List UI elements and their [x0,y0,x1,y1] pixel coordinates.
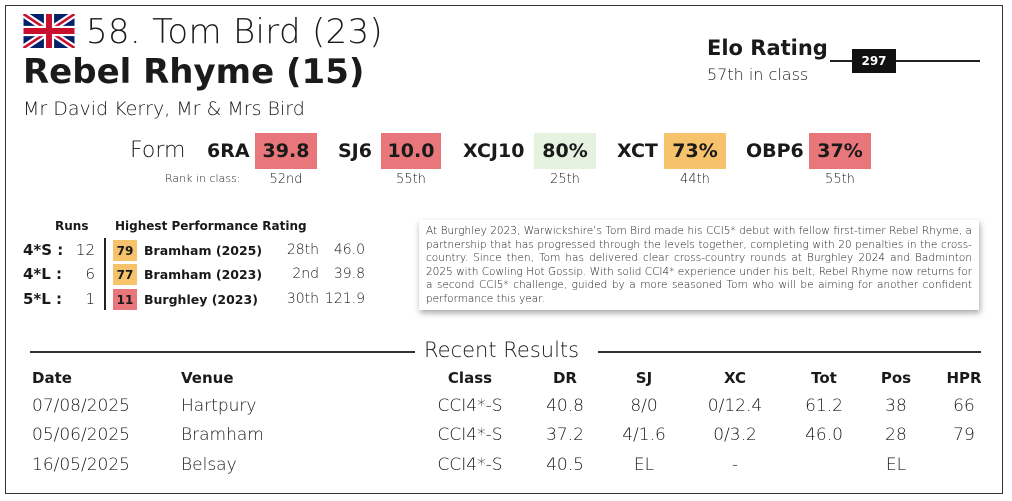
col-header-tot: Tot [811,369,837,387]
rider-name: 58. Tom Bird (23) [86,12,383,52]
section-divider-left [30,351,415,353]
form-value-6ra: 39.8 [255,133,317,169]
owners: Mr David Kerry, Mr & Mrs Bird [23,98,305,120]
result-pos: 28 [885,425,907,445]
result-date: 05/06/2025 [32,425,130,445]
elo-divider [830,60,980,62]
result-hpr: 79 [953,425,975,445]
hpr-score: 46.0 [333,242,365,258]
result-dr: 40.5 [546,455,584,475]
result-xc: 0/3.2 [713,425,757,445]
result-sj: EL [633,455,655,475]
result-class: CCI4*-S [437,396,503,416]
rank-6ra: 52nd [269,172,303,187]
hpr-score: 121.9 [324,291,365,307]
rank-in-class-label: Rank in class: [165,172,241,185]
result-date: 07/08/2025 [32,396,130,416]
form-value-obp6: 37% [809,133,871,169]
col-header-dr: DR [552,369,577,387]
level-label: 4*S : [23,241,64,259]
form-code-sj6: SJ6 [338,140,372,162]
hpr-event: Burghley (2023) [144,292,258,307]
form-code-xct: XCT [617,140,658,162]
form-code-xcj10: XCJ10 [463,140,525,162]
result-hpr: 66 [953,396,975,416]
elo-class-rank: 57th in class [707,65,809,84]
col-header-pos: Pos [880,369,912,387]
col-header-xc: XC [723,369,747,387]
result-date: 16/05/2025 [32,455,130,475]
col-header-sj: SJ [635,369,653,387]
hpr-score: 39.8 [333,266,365,282]
runs-header: Runs [55,219,89,233]
form-value-xcj10: 80% [534,133,596,169]
runs-divider [104,238,106,310]
col-header-class: Class [447,369,493,387]
hpr-position: 30th [286,291,319,307]
result-dr: 40.8 [546,396,584,416]
form-code-obp6: OBP6 [746,140,804,162]
union-jack-flag-icon [23,14,75,48]
hpr-badge: 11 [113,289,137,310]
result-sj: 8/0 [630,396,658,416]
runs-count: 6 [85,265,95,283]
result-pos: 38 [885,396,907,416]
result-class: CCI4*-S [437,455,503,475]
form-value-sj6: 10.0 [381,133,441,169]
col-header-hpr: HPR [946,369,982,387]
section-divider-right [598,351,981,353]
runs-count: 1 [85,290,95,308]
result-venue: Belsay [181,455,237,475]
rank-xct: 44th [680,172,710,187]
hpr-event: Bramham (2023) [144,267,263,282]
hpr-header: Highest Performance Rating [115,219,307,233]
rank-obp6: 55th [825,172,855,187]
result-pos: EL [885,455,907,475]
result-venue: Hartpury [181,396,257,416]
hpr-badge: 79 [113,240,137,261]
recent-results-title: Recent Results [424,338,580,362]
result-tot: 46.0 [805,425,843,445]
hpr-event: Bramham (2025) [144,243,263,258]
rank-sj6: 55th [396,172,426,187]
runs-count: 12 [75,241,95,259]
hpr-position: 28th [286,242,319,258]
elo-value: 297 [852,49,896,73]
elo-title: Elo Rating [707,36,828,60]
result-xc: - [731,455,739,475]
horse-name: Rebel Rhyme (15) [23,52,365,92]
hpr-badge: 77 [113,264,137,285]
form-code-6ra: 6RA [207,140,250,162]
level-label: 4*L : [23,265,63,283]
col-header-venue: Venue [181,369,234,387]
result-venue: Bramham [181,425,264,445]
result-tot: 61.2 [805,396,843,416]
result-sj: 4/1.6 [622,425,666,445]
rank-xcj10: 25th [550,172,580,187]
form-value-xct: 73% [664,133,726,169]
rider-bio: At Burghley 2023, Warwickshire’s Tom Bir… [419,220,979,310]
col-header-date: Date [32,369,72,387]
hpr-position: 2nd [292,266,319,282]
form-label: Form [130,138,186,163]
level-label: 5*L : [23,290,63,308]
result-class: CCI4*-S [437,425,503,445]
result-dr: 37.2 [546,425,584,445]
result-xc: 0/12.4 [707,396,763,416]
